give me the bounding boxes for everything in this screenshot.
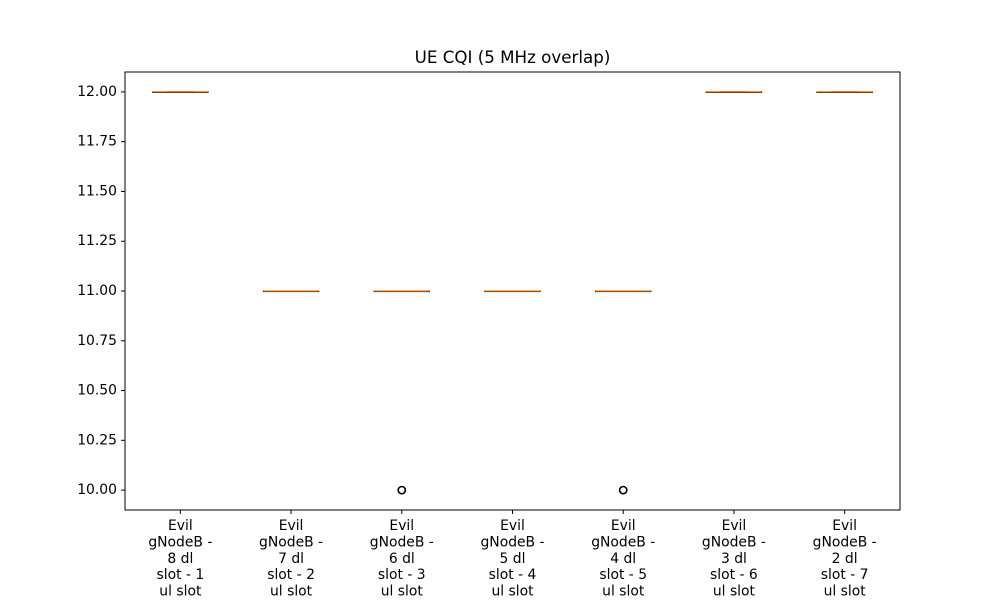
box <box>595 290 652 495</box>
x-tick-label-line: 6 dl <box>389 551 415 567</box>
x-tick-label-line: slot - 7 <box>821 567 869 583</box>
x-tick-label-line: slot - 4 <box>489 567 537 583</box>
x-tick-label-line: ul slot <box>824 584 867 600</box>
x-tick-label-line: slot - 6 <box>710 567 758 583</box>
x-tick-label-line: ul slot <box>159 584 202 600</box>
x-tick-label-line: gNodeB - <box>591 534 655 550</box>
y-tick-label: 11.50 <box>77 183 117 199</box>
x-tick-label-line: Evil <box>722 518 747 534</box>
x-tick-label-line: ul slot <box>491 584 534 600</box>
x-tick-label-line: 5 dl <box>500 551 526 567</box>
x-tick-label-line: Evil <box>611 518 636 534</box>
x-tick-label-line: Evil <box>500 518 525 534</box>
box <box>484 290 541 293</box>
x-tick-label: Evil gNodeB -6 dl slot - 3 ul slot <box>370 518 434 600</box>
x-tick-label-line: ul slot <box>602 584 645 600</box>
x-tick-label-line: slot - 3 <box>378 567 426 583</box>
x-tick-label-line: slot - 2 <box>267 567 315 583</box>
x-tick-label-line: gNodeB - <box>370 534 434 550</box>
y-tick-label: 10.00 <box>77 482 117 498</box>
outlier-point <box>397 485 407 495</box>
x-tick-label-line: 3 dl <box>721 551 747 567</box>
box <box>262 290 320 293</box>
x-tick-label-line: ul slot <box>381 584 424 600</box>
x-tick-label: Evil gNodeB -4 dl slot - 5 ul slot <box>591 518 655 600</box>
box <box>816 91 873 94</box>
x-tick-label-line: 8 dl <box>167 551 193 567</box>
x-tick-label: Evil gNodeB -8 dl slot - 1 ul slot <box>148 518 212 600</box>
x-tick-label: Evil gNodeB -3 dl slot - 6 ul slot <box>702 518 766 600</box>
y-tick-label: 11.25 <box>77 233 117 249</box>
y-tick-label: 10.50 <box>77 383 117 399</box>
box <box>152 91 209 94</box>
outlier-point <box>618 485 628 495</box>
x-tick-label: Evil gNodeB -2 dl slot - 7 ul slot <box>813 518 877 600</box>
y-tick-label: 12.00 <box>77 84 117 100</box>
x-tick-label-line: 2 dl <box>832 551 858 567</box>
x-tick-label-line: gNodeB - <box>148 534 212 550</box>
box <box>373 290 430 495</box>
x-tick-label-line: slot - 1 <box>156 567 204 583</box>
x-tick-label: Evil gNodeB -7 dl slot - 2 ul slot <box>259 518 323 600</box>
y-tick-label: 10.75 <box>77 333 117 349</box>
x-tick-label-line: 7 dl <box>278 551 304 567</box>
x-tick-label-line: gNodeB - <box>480 534 544 550</box>
y-tick-label: 11.00 <box>77 283 117 299</box>
x-tick-label-line: Evil <box>279 518 304 534</box>
x-tick-label-line: gNodeB - <box>702 534 766 550</box>
x-tick-label-line: Evil <box>832 518 857 534</box>
x-tick-label-line: ul slot <box>713 584 756 600</box>
x-tick-label-line: Evil <box>168 518 193 534</box>
x-tick-label-line: gNodeB - <box>813 534 877 550</box>
x-tick-label: Evil gNodeB -5 dl slot - 4 ul slot <box>480 518 544 600</box>
y-tick-label: 11.75 <box>77 134 117 150</box>
box-series <box>152 91 873 495</box>
chart-title: UE CQI (5 MHz overlap) <box>415 47 611 67</box>
x-tick-label-line: slot - 5 <box>599 567 647 583</box>
x-tick-label-line: gNodeB - <box>259 534 323 550</box>
x-tick-label-line: ul slot <box>270 584 313 600</box>
y-tick-label: 10.25 <box>77 432 117 448</box>
x-tick-label-line: 4 dl <box>610 551 636 567</box>
plot-area-frame <box>124 71 901 511</box>
y-axis: 10.00 10.25 10.50 10.75 11.00 11.25 11.50 11.75… <box>77 84 125 498</box>
box <box>705 91 763 94</box>
x-tick-label-line: Evil <box>389 518 414 534</box>
